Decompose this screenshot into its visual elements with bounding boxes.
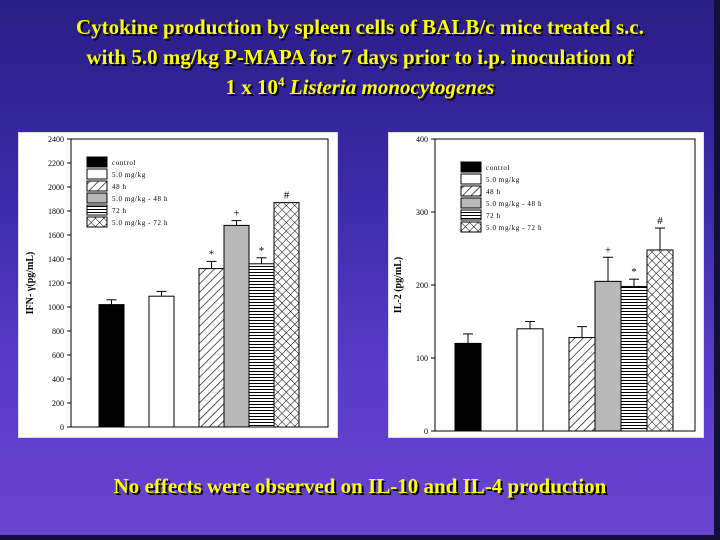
bar-control xyxy=(98,304,125,428)
bar-5-0-mg-kg-48-h xyxy=(223,224,250,428)
legend-swatch xyxy=(460,221,482,233)
bar-48-h xyxy=(198,268,225,428)
bar-control xyxy=(454,342,482,432)
legend-label: 5.0 mg/kg - 72 h xyxy=(486,224,542,232)
significance-marker: + xyxy=(233,208,239,220)
title-line-3: 1 x 104 Listeria monocytogenes xyxy=(0,72,720,102)
bar-72-h xyxy=(248,263,275,428)
y-axis-label: IFN- γ(pg/mL) xyxy=(25,252,36,315)
legend-swatch xyxy=(86,156,108,168)
significance-marker: + xyxy=(605,244,611,256)
title-superscript: 4 xyxy=(278,74,285,89)
y-tick-label: 600 xyxy=(52,351,64,360)
y-tick-label: 0 xyxy=(60,423,64,432)
bar-48-h xyxy=(568,337,596,432)
legend-swatch xyxy=(460,185,482,197)
y-tick-label: 0 xyxy=(424,427,428,436)
y-tick-label: 1400 xyxy=(48,255,64,264)
significance-marker: * xyxy=(631,266,637,278)
il2-chart-panel: 0 100 200 300 400 IL-2 (pg/mL) + * # control 5.0 m… xyxy=(388,132,704,438)
y-tick-label: 2000 xyxy=(48,183,64,192)
legend-label: 5.0 mg/kg - 72 h xyxy=(112,219,168,227)
y-tick-label: 300 xyxy=(416,208,428,217)
y-tick-label: 1200 xyxy=(48,279,64,288)
legend-swatch xyxy=(460,209,482,221)
y-tick-label: 200 xyxy=(416,281,428,290)
title-line-1: Cytokine production by spleen cells of B… xyxy=(76,15,644,39)
legend-swatch xyxy=(86,180,108,192)
legend-swatch xyxy=(460,173,482,185)
significance-marker: * xyxy=(209,248,215,260)
legend-label: 5.0 mg/kg - 48 h xyxy=(112,195,168,203)
ifn-gamma-chart: 0 200 400 600 800 1000 1200 1400 1600 1800 2000 220… xyxy=(25,135,329,432)
il2-chart: 0 100 200 300 400 IL-2 (pg/mL) + * # control 5.0 m… xyxy=(393,135,696,436)
legend-label: 5.0 mg/kg - 48 h xyxy=(486,200,542,208)
y-tick-label: 2200 xyxy=(48,159,64,168)
legend-swatch xyxy=(460,197,482,209)
slide-edge-right xyxy=(714,0,720,540)
legend-label: 48 h xyxy=(112,183,127,191)
bar-5-0-mg-kg xyxy=(516,328,544,432)
y-tick-label: 200 xyxy=(52,399,64,408)
bar-5-0-mg-kg-72-h xyxy=(273,202,300,428)
y-tick-label: 400 xyxy=(416,135,428,144)
legend-label: control xyxy=(112,159,136,167)
y-tick-label: 1800 xyxy=(48,207,64,216)
legend-swatch xyxy=(86,204,108,216)
y-tick-label: 800 xyxy=(52,327,64,336)
legend-label: control xyxy=(486,164,510,172)
legend-swatch xyxy=(460,161,482,173)
slide-edge-bottom xyxy=(0,535,720,540)
footnote: No effects were observed on IL-10 and IL… xyxy=(113,474,607,498)
y-tick-label: 100 xyxy=(416,354,428,363)
title-line-3-text: 1 x 10 xyxy=(225,75,279,99)
legend-swatch xyxy=(86,168,108,180)
title-organism: Listeria monocytogenes xyxy=(289,75,495,99)
y-axis-label: IL-2 (pg/mL) xyxy=(393,257,404,313)
bar-5-0-mg-kg-48-h xyxy=(594,280,622,432)
significance-marker: # xyxy=(657,215,663,227)
significance-marker: # xyxy=(284,190,290,202)
legend-swatch xyxy=(86,216,108,228)
title-line-2: with 5.0 mg/kg P-MAPA for 7 days prior t… xyxy=(86,45,634,69)
bar-5-0-mg-kg-72-h xyxy=(646,249,674,432)
y-tick-label: 1600 xyxy=(48,231,64,240)
significance-marker: * xyxy=(259,245,265,257)
legend-label: 72 h xyxy=(112,207,127,215)
ifn-gamma-chart-panel: 0 200 400 600 800 1000 1200 1400 1600 1800 2000 220… xyxy=(18,132,338,438)
legend-label: 5.0 mg/kg xyxy=(486,176,520,184)
y-tick-label: 400 xyxy=(52,375,64,384)
slide-title: Cytokine production by spleen cells of B… xyxy=(0,12,720,102)
y-tick-label: 1000 xyxy=(48,303,64,312)
legend-label: 72 h xyxy=(486,212,501,220)
y-tick-label: 2400 xyxy=(48,135,64,144)
legend-label: 5.0 mg/kg xyxy=(112,171,146,179)
bar-5-0-mg-kg xyxy=(148,295,175,428)
legend-label: 48 h xyxy=(486,188,501,196)
bar-72-h xyxy=(620,285,648,432)
legend-swatch xyxy=(86,192,108,204)
